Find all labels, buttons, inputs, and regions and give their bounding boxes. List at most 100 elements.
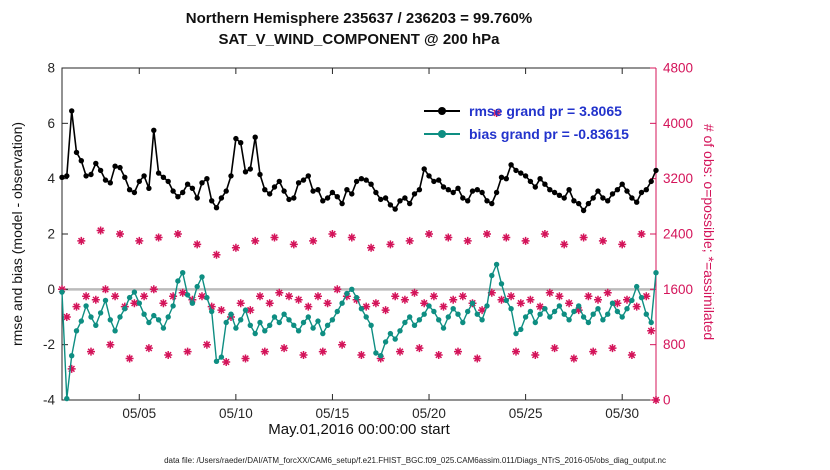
rmse-marker (83, 173, 89, 179)
bias-marker (407, 314, 413, 320)
rmse-line (59, 108, 659, 214)
bias-marker (83, 303, 89, 309)
rmse-marker (170, 188, 176, 194)
bias-marker (373, 350, 379, 356)
obs-asterisk-marker (169, 292, 178, 301)
bias-marker (141, 311, 147, 317)
rmse-marker (69, 108, 75, 114)
bias-marker (431, 308, 437, 315)
rmse-marker (614, 187, 621, 193)
bias-marker (484, 303, 490, 309)
bias-marker (450, 306, 456, 312)
left-tick-label: 6 (47, 116, 55, 131)
obs-asterisk-marker (323, 299, 332, 308)
rmse-marker (262, 187, 268, 193)
bias-marker (112, 328, 118, 334)
obs-asterisk-marker (275, 288, 284, 297)
rmse-marker (122, 174, 128, 180)
obs-asterisk-marker (236, 299, 245, 308)
rmse-marker (493, 189, 500, 196)
rmse-marker (527, 178, 534, 185)
obs-asterisk-marker (342, 292, 351, 301)
rmse-marker (653, 167, 659, 174)
bias-marker (436, 317, 442, 323)
rmse-marker (411, 191, 418, 197)
rmse-marker (184, 181, 191, 187)
obs-asterisk-marker (429, 292, 438, 301)
bias-marker (160, 325, 167, 331)
bias-marker (353, 294, 360, 301)
obs-asterisk-marker (140, 292, 149, 301)
obs-asterisk-marker (381, 306, 390, 315)
bias-marker (257, 319, 263, 326)
rmse-marker (629, 195, 635, 201)
bias-marker (397, 328, 403, 334)
rmse-marker (585, 200, 592, 207)
bias-marker (165, 314, 171, 320)
rmse-marker (194, 195, 200, 201)
obs-asterisk-marker (400, 295, 409, 304)
obs-asterisk-marker (217, 306, 226, 315)
obs-asterisk-marker (569, 354, 578, 363)
obs-asterisk-marker (642, 292, 651, 301)
obs-asterisk-marker (265, 299, 274, 308)
bias-marker (136, 300, 142, 306)
left-tick-label: 4 (47, 171, 55, 186)
rmse-marker-swatch (438, 106, 446, 115)
rmse-marker (609, 191, 616, 197)
bias-marker (175, 278, 181, 284)
bias-marker (334, 308, 340, 315)
bias-marker (262, 328, 268, 334)
obs-asterisk-marker (483, 230, 491, 238)
rmse-marker (358, 176, 365, 182)
bias-marker (107, 317, 114, 323)
bias-marker (566, 317, 572, 323)
rmse-marker (286, 196, 292, 203)
obs-asterisk-marker (584, 292, 593, 301)
figure-title-line2: SAT_V_WIND_COMPONENT @ 200 hPa (218, 31, 500, 48)
rmse-marker (648, 178, 654, 185)
obs-asterisk-marker (173, 230, 182, 238)
bias-marker (474, 311, 480, 317)
obs-asterisk-marker (516, 299, 525, 308)
obs-asterisk-marker (536, 302, 545, 311)
rmse-marker (204, 176, 210, 182)
x-tick-label: 05/10 (219, 406, 253, 421)
bias-marker (508, 306, 514, 312)
obs-asterisk-marker (77, 236, 86, 245)
rmse-marker (426, 173, 432, 179)
bias-line (59, 261, 659, 402)
bias-marker (252, 330, 258, 337)
obs-asterisk-marker (420, 299, 429, 308)
obs-asterisk-marker (598, 236, 607, 245)
obs-asterisk-marker (159, 299, 168, 308)
obs-asterisk-marker (241, 354, 250, 363)
rmse-marker (576, 200, 582, 207)
rmse-marker (469, 188, 476, 194)
right-tick-label: 3200 (663, 171, 693, 186)
obs-asterisk-marker (526, 295, 535, 304)
rmse-marker (78, 158, 85, 164)
rmse-marker (334, 194, 340, 200)
x-tick-label: 05/30 (605, 406, 639, 421)
obs-asterisk-marker (299, 351, 308, 359)
bias-marker (576, 303, 582, 309)
rmse-marker (155, 170, 162, 176)
obs-asterisk-marker (116, 230, 124, 238)
right-tick-label: 800 (663, 337, 686, 352)
bias-marker (300, 319, 307, 326)
right-tick-label: 1600 (663, 282, 693, 297)
obs-asterisk-marker (154, 233, 163, 242)
bias-marker (349, 286, 355, 292)
bias-marker (590, 311, 596, 317)
bias-marker (64, 395, 70, 402)
rmse-marker (344, 187, 350, 193)
bias-marker (233, 325, 239, 331)
rmse-marker (300, 177, 307, 183)
rmse-marker (542, 181, 548, 187)
left-tick-label: 0 (47, 282, 55, 297)
rmse-marker (223, 188, 229, 194)
bias-marker (493, 261, 500, 268)
bias-marker (184, 292, 191, 298)
bias-marker (180, 270, 186, 276)
